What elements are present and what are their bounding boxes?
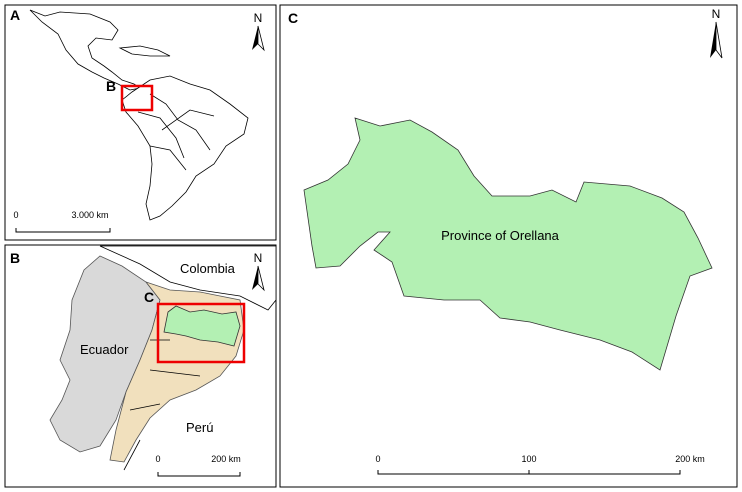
scale-start: 0: [155, 454, 160, 464]
panel-label: C: [288, 10, 298, 26]
inset-label: B: [106, 78, 116, 94]
place-label: Ecuador: [80, 342, 129, 357]
panel-a: A B N 0 3.000 km: [4, 4, 277, 241]
north-arrow: [257, 265, 265, 292]
inset-label: C: [144, 289, 154, 305]
colombia: [99, 245, 277, 311]
scale-bar: [15, 228, 111, 233]
scale-bar: [377, 470, 681, 475]
north-label: N: [254, 251, 263, 265]
south-america: [121, 75, 249, 221]
scale-end: 200 km: [675, 454, 705, 464]
scale-start: 0: [13, 210, 18, 220]
north-label: N: [712, 7, 721, 21]
inset-box: [156, 302, 246, 364]
scale-end: 200 km: [211, 454, 241, 464]
inset-box: [120, 84, 154, 112]
north-arrow: [252, 26, 258, 50]
province-borders: [123, 339, 201, 471]
orellana: [163, 305, 241, 347]
scale-start: 0: [375, 454, 380, 464]
panel-c: C Province of Orellana N 0 100 200 km: [279, 4, 738, 488]
north-arrow: [252, 266, 258, 290]
place-label: Colombia: [180, 261, 236, 276]
scale-end: 3.000 km: [71, 210, 108, 220]
country-borders: [137, 93, 215, 171]
panel-b: B C Colombia Ecuador Perú N 0 200 km: [4, 244, 277, 488]
north-america: [29, 9, 142, 91]
north-arrow: [710, 22, 716, 58]
scale-bar: [157, 472, 241, 477]
scale-mid: 100: [521, 454, 536, 464]
place-label: Perú: [186, 420, 213, 435]
panel-label: B: [10, 250, 20, 266]
north-label: N: [254, 11, 263, 25]
orellana: [303, 117, 713, 371]
north-arrow: [715, 21, 723, 59]
north-arrow: [257, 25, 265, 52]
panel-label: A: [10, 7, 20, 23]
region-label: Province of Orellana: [441, 228, 560, 243]
caribbean: [118, 45, 171, 57]
